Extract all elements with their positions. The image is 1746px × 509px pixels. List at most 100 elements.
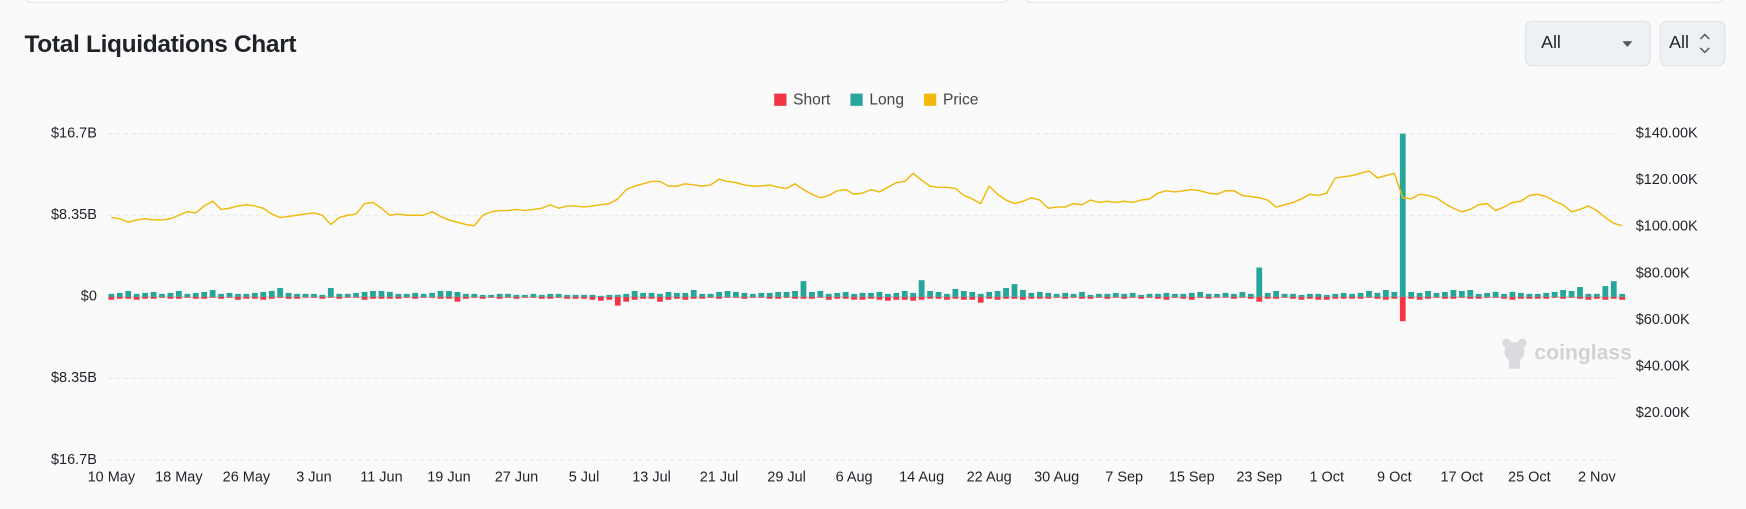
bar <box>657 296 663 302</box>
bar <box>1256 267 1263 297</box>
bar <box>462 296 469 299</box>
bar <box>707 296 714 298</box>
bar <box>235 296 241 300</box>
bar <box>1020 289 1026 297</box>
bar <box>1509 296 1516 300</box>
bar <box>614 296 621 306</box>
bar <box>986 291 993 297</box>
bar <box>1003 288 1009 297</box>
bar <box>133 296 140 300</box>
bar <box>1458 290 1465 297</box>
bar <box>1450 296 1457 299</box>
bar <box>1610 281 1617 297</box>
bar <box>1247 296 1254 299</box>
bar <box>918 296 925 300</box>
bar <box>766 292 773 297</box>
bar <box>1475 293 1482 297</box>
bar <box>842 291 849 297</box>
bar <box>851 296 858 300</box>
bar <box>513 296 520 299</box>
bar <box>775 296 782 299</box>
bar <box>1467 289 1474 297</box>
bar <box>1020 296 1026 300</box>
bar <box>868 296 874 299</box>
bar <box>665 296 672 300</box>
bar <box>462 293 469 297</box>
card-edge <box>1025 0 1723 3</box>
bar <box>1264 296 1271 299</box>
bar <box>1307 293 1313 297</box>
bar <box>1273 296 1280 299</box>
bar <box>564 296 571 299</box>
bar <box>1307 296 1313 299</box>
y-tick-label: $16.7B <box>51 452 97 468</box>
bar <box>716 296 722 299</box>
bar <box>496 296 503 299</box>
bar <box>716 291 722 297</box>
bar <box>1256 296 1263 302</box>
bar <box>1298 294 1305 297</box>
bar <box>1264 292 1271 297</box>
bar <box>1366 290 1372 297</box>
bar <box>167 296 174 299</box>
x-tick-label: 2 Nov <box>1578 470 1617 486</box>
bar <box>1146 296 1153 298</box>
bar <box>327 296 334 298</box>
watermark: coinglass <box>1502 338 1632 369</box>
bar <box>876 296 883 300</box>
bar <box>505 293 511 297</box>
bar <box>1087 296 1094 299</box>
bar <box>606 296 613 300</box>
bar <box>522 296 528 298</box>
bar <box>437 290 444 297</box>
watermark-icon <box>1508 358 1520 369</box>
bar <box>792 296 798 299</box>
bar <box>125 290 132 297</box>
bar <box>1391 296 1398 299</box>
bar <box>749 296 756 298</box>
bar <box>142 292 149 297</box>
bar <box>260 291 267 297</box>
dropdown-box[interactable] <box>1524 20 1651 67</box>
bar <box>935 291 942 297</box>
dropdown-label[interactable]: All <box>1669 32 1689 52</box>
bar <box>977 293 984 297</box>
dropdown[interactable]: All <box>1659 20 1726 67</box>
bar <box>859 292 866 297</box>
bar <box>1290 293 1296 297</box>
bar <box>1501 293 1507 297</box>
x-tick-label: 14 Aug <box>899 470 944 486</box>
x-tick-label: 26 May <box>223 470 271 486</box>
bar <box>648 292 655 297</box>
bar <box>353 292 360 297</box>
bar <box>817 296 824 298</box>
bar <box>1593 296 1600 299</box>
bar <box>1526 296 1533 299</box>
bar <box>960 290 967 297</box>
legend: Short Long Price <box>774 91 978 108</box>
y-tick-label: $0 <box>81 289 97 305</box>
bar <box>1214 296 1220 298</box>
dropdown-label[interactable]: All <box>1541 32 1561 52</box>
bar <box>277 296 284 298</box>
bar <box>1332 296 1339 299</box>
bar <box>598 295 604 297</box>
bar <box>1374 292 1381 297</box>
bar <box>201 296 208 299</box>
bar-series <box>108 296 1626 322</box>
bar <box>1492 291 1499 297</box>
bar <box>741 296 748 299</box>
bar <box>1188 296 1195 300</box>
dropdown[interactable]: All <box>1524 20 1651 67</box>
bar <box>1526 293 1533 297</box>
bar <box>1382 289 1389 297</box>
bar <box>1045 296 1052 299</box>
bar <box>226 296 233 298</box>
dropdown-box[interactable] <box>1659 20 1726 67</box>
bar <box>403 293 410 297</box>
bar <box>673 292 680 297</box>
bar <box>311 293 317 297</box>
x-tick-label: 18 May <box>155 470 203 486</box>
bar <box>893 296 900 300</box>
bar <box>116 292 123 297</box>
